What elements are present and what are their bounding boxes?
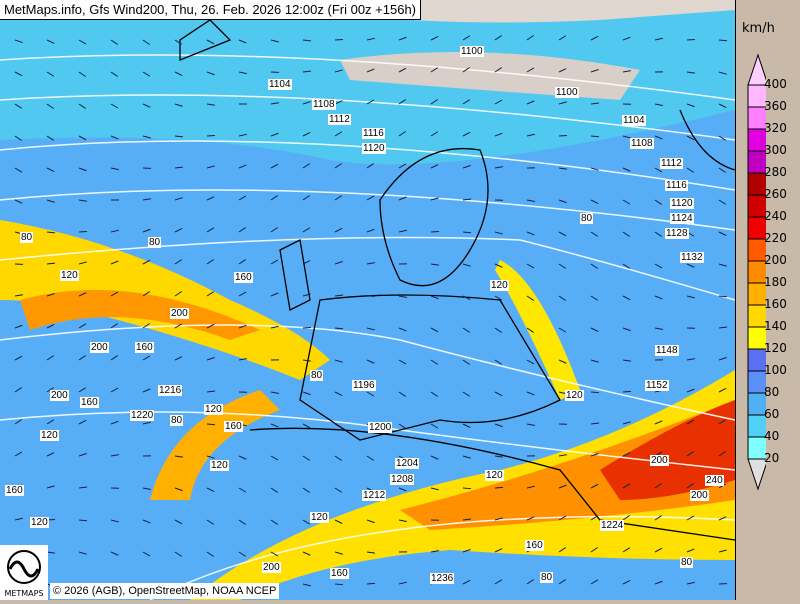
legend-label: 100 [764, 363, 787, 377]
wind-speed-label: 80 [170, 415, 183, 426]
legend-label: 160 [764, 297, 787, 311]
wind-speed-label: 120 [565, 390, 584, 401]
wind-speed-label: 160 [135, 342, 154, 353]
isobar-label: 1128 [665, 228, 689, 239]
wind-speed-label: 200 [262, 562, 281, 573]
isobar-label: 1236 [430, 573, 454, 584]
wind-speed-label: 160 [5, 485, 24, 496]
wind-speed-label: 240 [705, 475, 724, 486]
isobar-label: 1224 [600, 520, 624, 531]
wind-arrow [463, 488, 471, 489]
isobar-label: 1220 [130, 410, 154, 421]
isobar-label: 1208 [390, 474, 414, 485]
wind-arrow [335, 584, 343, 585]
isobar-label: 1212 [362, 490, 386, 501]
wind-speed-label: 120 [30, 517, 49, 528]
wind-speed-label: 80 [20, 232, 33, 243]
isobar-label: 1204 [395, 458, 419, 469]
isobar-label: 1100 [555, 87, 579, 98]
wind-speed-label: 200 [170, 308, 189, 319]
wind-speed-label: 80 [540, 572, 553, 583]
wind-speed-label: 80 [580, 213, 593, 224]
legend-label: 240 [764, 209, 787, 223]
isobar-label: 1148 [655, 345, 679, 356]
wind-speed-label: 120 [490, 280, 509, 291]
wind-speed-label: 120 [485, 470, 504, 481]
legend-label: 200 [764, 253, 787, 267]
legend-label: 400 [764, 77, 787, 91]
wind-speed-label: 120 [60, 270, 79, 281]
wind-arrow [495, 487, 503, 488]
legend-label: 80 [764, 385, 779, 399]
isobar-label: 1112 [660, 158, 683, 169]
wind-speed-label: 120 [310, 512, 329, 523]
wind-speed-label: 160 [330, 568, 349, 579]
wind-speed-label: 80 [310, 370, 323, 381]
isobar-label: 1100 [460, 46, 484, 57]
map-title: MetMaps.info, Gfs Wind200, Thu, 26. Feb.… [0, 0, 421, 20]
legend-label: 300 [764, 143, 787, 157]
wind-arrow [719, 296, 727, 297]
isobar-label: 1196 [352, 380, 376, 391]
metmaps-logo: METMAPS [0, 545, 48, 600]
legend-label: 20 [764, 451, 779, 465]
isobar-label: 1104 [268, 79, 292, 90]
wind-map[interactable] [0, 0, 735, 600]
legend-label: 280 [764, 165, 787, 179]
wind-speed-label: 160 [234, 272, 253, 283]
isobar-label: 1104 [622, 115, 646, 126]
isobar-label: 1124 [670, 213, 694, 224]
legend-label: 260 [764, 187, 787, 201]
wind-speed-label: 160 [80, 397, 99, 408]
wind-speed-label: 160 [525, 540, 544, 551]
isobar-label: 1108 [630, 138, 654, 149]
wind-arrow [591, 392, 599, 393]
legend-label: 40 [764, 429, 779, 443]
legend-colorbar [736, 0, 766, 600]
wind-speed-label: 200 [50, 390, 69, 401]
legend-label: 220 [764, 231, 787, 245]
legend-label: 180 [764, 275, 787, 289]
wind-arrow [559, 135, 567, 136]
wind-speed-label: 200 [90, 342, 109, 353]
copyright-notice: © 2026 (AGB), OpenStreetMap, NOAA NCEP [50, 583, 279, 599]
wind-arrow [687, 39, 695, 40]
isobar-label: 1120 [670, 198, 694, 209]
legend-label: 140 [764, 319, 787, 333]
wind-arrow [431, 231, 439, 232]
svg-text:METMAPS: METMAPS [4, 589, 43, 598]
isobar-label: 1116 [665, 180, 688, 191]
legend-label: 60 [764, 407, 779, 421]
wind-speed-label: 160 [224, 421, 243, 432]
wind-speed-label: 120 [40, 430, 59, 441]
isobar-label: 1116 [362, 128, 385, 139]
wind-arrow [623, 391, 631, 392]
wind-speed-label: 200 [690, 490, 709, 501]
isobar-label: 1132 [680, 252, 704, 263]
isobar-label: 1112 [328, 114, 351, 125]
isobar-label: 1216 [158, 385, 182, 396]
wind-speed-label: 80 [680, 557, 693, 568]
wind-speed-label: 200 [650, 455, 669, 466]
isobar-label: 1152 [645, 380, 669, 391]
wind-arrow [367, 583, 375, 584]
wind-speed-label: 120 [204, 404, 223, 415]
isobar-label: 1108 [312, 99, 336, 110]
isobar-label: 1120 [362, 143, 386, 154]
wind-arrow [303, 327, 311, 328]
wind-speed-label: 80 [148, 237, 161, 248]
legend-label: 120 [764, 341, 787, 355]
isobar-label: 1200 [368, 422, 392, 433]
legend-label: 360 [764, 99, 787, 113]
wind-speed-label: 120 [210, 460, 229, 471]
legend-label: 320 [764, 121, 787, 135]
